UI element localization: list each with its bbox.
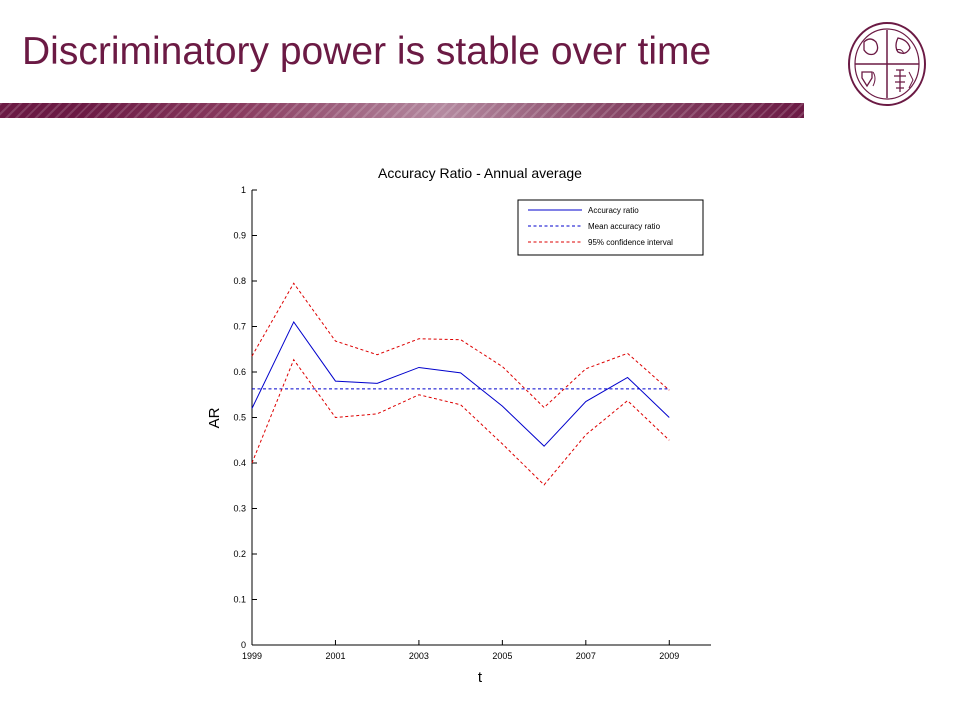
y-tick-label: 0.5	[233, 413, 246, 423]
y-tick-label: 0.8	[233, 276, 246, 286]
legend-accuracy-ratio-label: Accuracy ratio	[588, 206, 639, 215]
x-tick-label: 2009	[659, 651, 679, 661]
series-layer	[251, 282, 670, 486]
slide-title: Discriminatory power is stable over time	[22, 30, 712, 73]
title-band	[0, 103, 804, 118]
y-tick-label: 0.3	[233, 504, 246, 514]
legend-mean-accuracy-ratio-label: Mean accuracy ratio	[588, 222, 661, 231]
y-axis-label: AR	[206, 407, 223, 428]
legend-box	[517, 199, 704, 256]
legend: Accuracy ratio Mean accuracy ratio 95% con…	[517, 199, 704, 256]
x-axis-label: t	[478, 669, 483, 686]
x-axis: 1999 2001 2003 2005 2007 2009	[242, 640, 679, 661]
y-tick-label: 1	[241, 185, 246, 195]
ci-lower-line	[251, 358, 670, 486]
x-tick-label: 1999	[242, 651, 262, 661]
y-tick-label: 0	[241, 640, 246, 650]
x-tick-label: 2001	[325, 651, 345, 661]
y-axis: 0 0.1 0.2 0.3 0.4 0.5 0.6 0.7 0.8 0.9 1	[233, 185, 257, 650]
chart: Accuracy Ratio - Annual average 00.10.20…	[206, 165, 711, 686]
y-tick-label: 0.4	[233, 458, 246, 468]
plot-frame	[251, 190, 711, 646]
y-tick-label: 0.2	[233, 549, 246, 559]
legend-confidence-interval-label: 95% confidence interval	[588, 238, 673, 247]
y-tick-label: 0.9	[233, 231, 246, 241]
y-tick-label: 0.6	[233, 367, 246, 377]
university-seal-icon	[848, 22, 926, 106]
y-tick-label: 0.1	[233, 595, 246, 605]
chart-title: Accuracy Ratio - Annual average	[378, 165, 582, 181]
x-tick-label: 2007	[576, 651, 596, 661]
x-tick-label: 2003	[409, 651, 429, 661]
accuracy-ratio-line	[251, 320, 670, 447]
y-tick-label: 0.7	[233, 322, 246, 332]
x-tick-label: 2005	[492, 651, 512, 661]
